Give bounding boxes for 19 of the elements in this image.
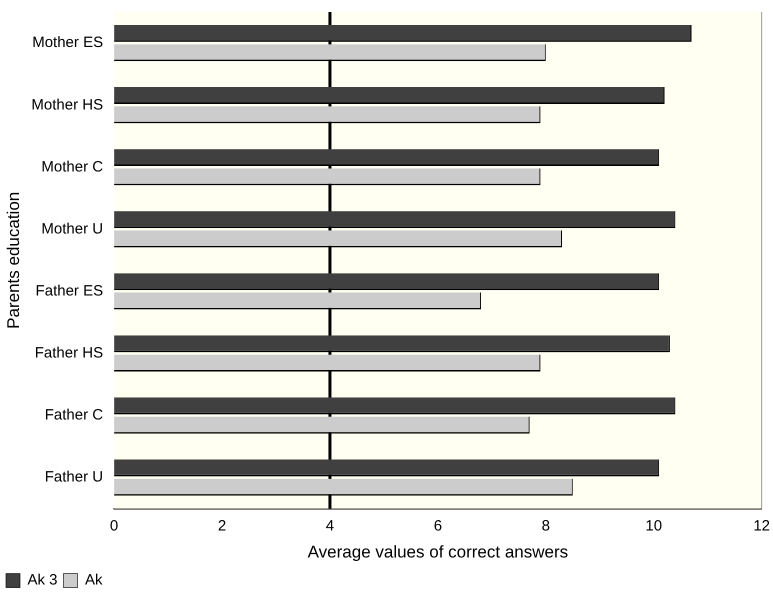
x-tick-label: 12 — [753, 518, 770, 535]
y-tick-label: Mother U — [41, 220, 104, 238]
y-tick-label: Father ES — [36, 282, 104, 300]
y-axis-title: Parents education — [4, 192, 23, 329]
x-axis-title: Average values of correct answers — [308, 542, 568, 562]
x-tick-label: 4 — [326, 518, 334, 535]
legend-label: Ak — [85, 572, 104, 589]
y-tick-label: Father C — [44, 406, 104, 424]
x-tick-label: 10 — [645, 518, 662, 535]
legend-label: Ak 3 — [28, 572, 58, 589]
x-tick-label: 2 — [218, 518, 226, 535]
y-tick-label: Mother ES — [32, 34, 104, 52]
y-tick-label: Father HS — [34, 344, 104, 362]
x-tick-label: 8 — [542, 518, 550, 535]
y-tick-label: Mother HS — [31, 96, 104, 114]
x-tick-label: 0 — [110, 518, 118, 535]
y-tick-label: Father U — [44, 468, 104, 486]
y-tick-label: Mother C — [41, 158, 104, 176]
x-tick-label: 6 — [434, 518, 442, 535]
